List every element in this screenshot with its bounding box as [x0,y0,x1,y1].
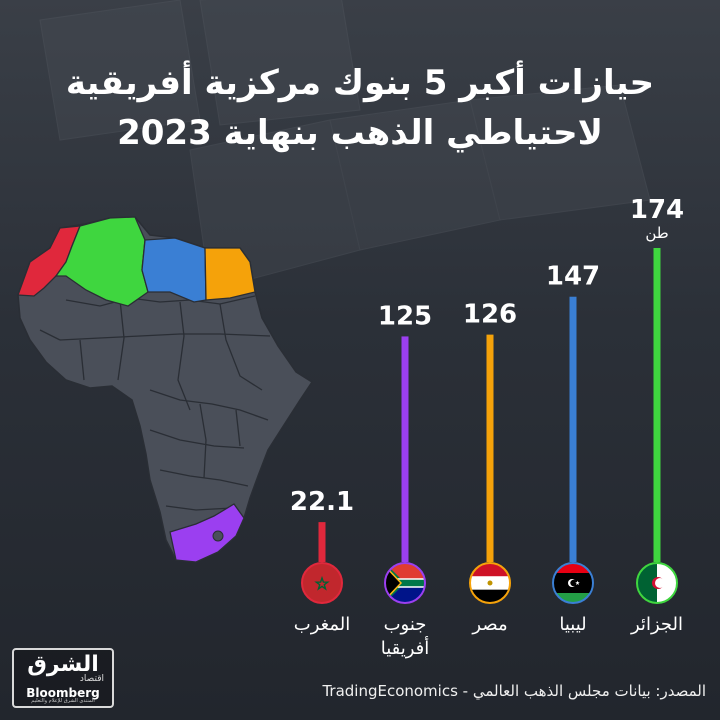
bar-1 [318,522,326,562]
logo-name: الشرق [27,652,99,677]
logo-tagline: المنتدى الشرق للإعلام والتعليم [31,698,95,704]
value-label-5: 174 [630,195,684,225]
value-label-4: 147 [546,262,600,292]
category-label-2-1: جنوب [384,614,427,635]
category-label-3: مصر [471,614,507,635]
flag-ring-5 [636,562,678,604]
logo-sub: اقتصاد [79,674,104,684]
flag-ring-3 [469,562,511,604]
category-label-2-2: أفريقيا [381,636,430,659]
value-label-1: 22.1 [290,487,354,517]
algeria-region [54,216,149,307]
category-label-4: ليبيا [559,614,586,635]
country-borders [39,295,271,511]
bar-5 [653,248,661,562]
bar-3 [486,334,494,562]
flag-ring-4 [552,562,594,604]
egypt-region [204,247,256,301]
source-note: المصدر: بيانات مجلس الذهب العالمي - Trad… [322,682,706,700]
value-label-2: 125 [378,301,432,331]
bar-4 [569,296,577,562]
algeria-flag-icon [637,563,677,603]
south-africa-region [169,503,245,563]
title-line-1: حيازات أكبر 5 بنوك مركزية أفريقية [65,63,655,103]
unit-label: طن [645,224,668,242]
asharq-bloomberg-logo: الشرق اقتصاد Bloomberg المنتدى الشرق للإ… [12,648,114,708]
bar-2 [401,336,409,562]
category-label-1: المغرب [294,614,350,635]
value-label-3: 126 [463,300,517,330]
africa-continent [17,216,314,563]
south-africa-flag-icon [385,563,425,603]
libya-region [141,237,207,303]
category-label-5: الجزائر [630,614,683,635]
title-line-2: لاحتياطي الذهب بنهاية 2023 [117,113,603,153]
flag-ring-1 [301,562,343,604]
lesotho-region [212,530,224,542]
chart-title: حيازات أكبر 5 بنوك مركزية أفريقية لاحتيا… [40,58,680,158]
libya-flag-icon [553,563,593,603]
morocco-flag-icon [302,563,342,603]
flag-ring-2 [384,562,426,604]
logo-brand: Bloomberg [26,686,100,700]
